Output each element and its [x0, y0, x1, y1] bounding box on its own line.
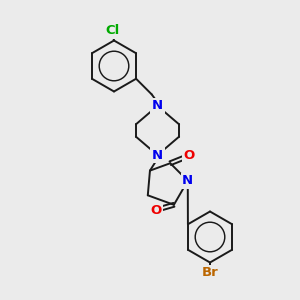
Text: N: N	[182, 174, 193, 187]
Text: O: O	[184, 149, 195, 162]
Text: Cl: Cl	[105, 24, 120, 38]
Text: N: N	[152, 148, 163, 162]
Text: Br: Br	[202, 266, 218, 280]
Text: N: N	[152, 99, 163, 112]
Text: O: O	[150, 204, 161, 217]
